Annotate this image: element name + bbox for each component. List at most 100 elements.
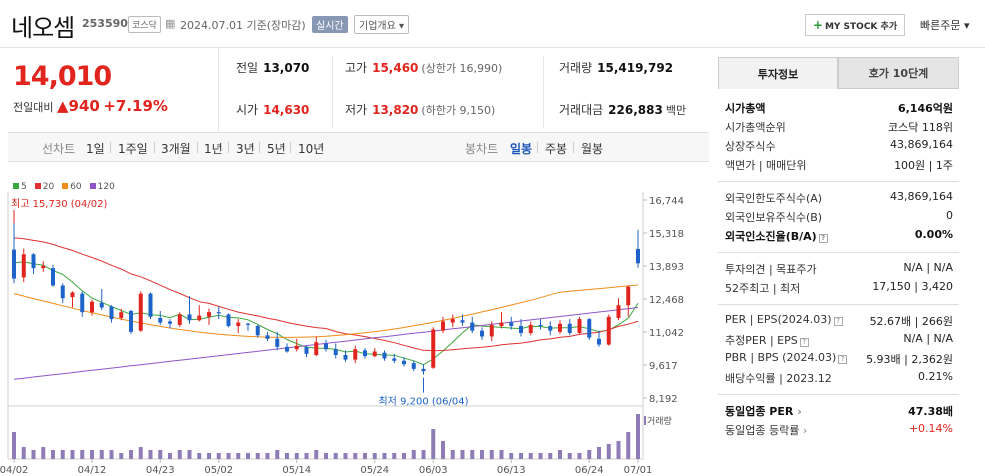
candle-body bbox=[41, 265, 46, 269]
ma-legend: 5 20 60 120 bbox=[13, 182, 115, 192]
candle-monthly[interactable]: 월봉 bbox=[581, 142, 604, 156]
candle-body bbox=[226, 314, 231, 327]
volume-bar bbox=[60, 450, 65, 459]
volume-bar bbox=[372, 453, 377, 459]
x-tick-label: 05/24 bbox=[360, 465, 389, 476]
day-low: 저가 13,820 (하한가 9,150) bbox=[345, 103, 496, 117]
volume-bar bbox=[90, 450, 94, 459]
opinion-row: 투자의견 | 목표주가 N/A | N/A bbox=[725, 261, 953, 276]
candle-body bbox=[314, 342, 319, 355]
diff-value: ▲940 bbox=[56, 97, 100, 115]
volume: 거래량 15,419,792 bbox=[559, 61, 674, 75]
quick-order-button[interactable]: 빠른주문 ▾ bbox=[920, 19, 970, 32]
volume-bar bbox=[226, 453, 231, 459]
candle-body bbox=[70, 292, 75, 298]
company-overview-button[interactable]: 기업개요 ▾ bbox=[354, 15, 409, 34]
market-cap-row: 시가총액 6,146억원 bbox=[725, 102, 953, 115]
candlestick-chart[interactable]: 16,744 15,318 13,893 12,468 11,042 9,617 8,192… bbox=[0, 160, 710, 476]
volume-bar bbox=[21, 447, 26, 459]
y-tick-label: 16,744 bbox=[649, 196, 684, 207]
volume-bar bbox=[99, 450, 104, 459]
tab-hoga-10[interactable]: 호가 10단계 bbox=[838, 57, 959, 89]
market-badge: 코스닥 bbox=[128, 16, 161, 33]
candle-body bbox=[324, 343, 328, 350]
volume-bar bbox=[138, 447, 143, 459]
help-icon[interactable]: ? bbox=[838, 355, 848, 364]
dividend-row: 배당수익률 | 2023.12 0.21% bbox=[725, 370, 953, 385]
par-value-row: 액면가 | 매매단위 100원 | 1주 bbox=[725, 159, 953, 172]
volume-bar bbox=[236, 453, 241, 459]
volume-bar bbox=[80, 450, 85, 459]
candle-body bbox=[246, 323, 250, 325]
volume-bar bbox=[587, 450, 592, 459]
volume-bar bbox=[70, 450, 75, 459]
candle-body bbox=[207, 312, 211, 317]
y-tick-label: 12,468 bbox=[649, 295, 684, 306]
candle-body bbox=[382, 352, 387, 359]
volume-bar bbox=[353, 453, 358, 459]
volume-bar bbox=[441, 441, 445, 459]
candle-body bbox=[60, 285, 65, 299]
ma60-legend: 60 bbox=[62, 182, 82, 192]
industry-per-row: 동일업종 PER › 47.38배 bbox=[725, 405, 953, 418]
price-change: 전일대비 ▲940 +7.19% bbox=[13, 97, 168, 115]
candle-body bbox=[597, 338, 601, 345]
candle-body bbox=[450, 319, 455, 323]
info-tabs: 투자정보 호가 10단계 bbox=[718, 57, 959, 89]
current-price: 14,010 bbox=[13, 61, 112, 92]
volume-bar bbox=[294, 453, 299, 459]
chart-period-bar: 선차트 1일 1주일 3개월 1년 3년 5년 10년 봉차트 일봉 주봉 월봉 bbox=[8, 132, 709, 162]
volume-bar bbox=[324, 453, 328, 459]
market-cap-rank-row: 시가총액순위 코스닥 118위 bbox=[725, 121, 953, 134]
volume-bar bbox=[606, 444, 611, 459]
help-icon[interactable]: ? bbox=[799, 338, 809, 347]
candle-body bbox=[285, 346, 289, 352]
volume-bar bbox=[265, 453, 270, 459]
volume-bar bbox=[421, 450, 426, 459]
per-row: PER | EPS(2024.03)? 52.67배 | 266원 bbox=[725, 313, 953, 328]
foreign-ratio-row: 외국인소진율(B/A)? 0.00% bbox=[725, 228, 953, 243]
candle-body bbox=[421, 368, 426, 372]
volume-bar bbox=[275, 450, 280, 459]
period-1d[interactable]: 1일 bbox=[86, 142, 105, 156]
period-1y[interactable]: 1년 bbox=[204, 142, 223, 156]
help-icon[interactable]: ? bbox=[833, 317, 843, 326]
volume-bar bbox=[499, 450, 504, 459]
x-tick-label: 06/24 bbox=[575, 465, 604, 476]
tab-investment-info[interactable]: 투자정보 bbox=[718, 57, 838, 89]
foreign-hold-row: 외국인보유주식수(B) 0 bbox=[725, 209, 953, 224]
period-3m[interactable]: 3개월 bbox=[161, 142, 191, 156]
volume-bar bbox=[333, 453, 338, 459]
candle-weekly[interactable]: 주봉 bbox=[545, 142, 568, 156]
candle-body bbox=[21, 254, 26, 278]
mystock-add-button[interactable]: + MY STOCK 추가 bbox=[805, 14, 905, 36]
x-tick-label: 05/14 bbox=[282, 465, 311, 476]
period-1w[interactable]: 1주일 bbox=[118, 142, 148, 156]
period-10y[interactable]: 10년 bbox=[298, 142, 325, 156]
candle-body bbox=[177, 314, 182, 325]
y-tick-label: 11,042 bbox=[649, 328, 684, 339]
candle-body bbox=[333, 349, 338, 355]
mystock-label: MY STOCK 추가 bbox=[824, 21, 898, 32]
realtime-button[interactable]: 실시간 bbox=[312, 16, 348, 33]
candle-body bbox=[119, 312, 124, 318]
period-5y[interactable]: 5년 bbox=[267, 142, 286, 156]
candle-body bbox=[587, 319, 592, 338]
volume-bar bbox=[246, 453, 250, 459]
stock-header: 네오셈 253590 코스닥 ▦ 2024.07.01 기준(장마감) 실시간 … bbox=[0, 0, 985, 48]
candle-body bbox=[343, 354, 348, 360]
volume-bar bbox=[304, 453, 309, 459]
candle-body bbox=[489, 324, 494, 337]
candle-body bbox=[197, 315, 202, 321]
volume-bar bbox=[548, 453, 553, 459]
x-tick-label: 06/13 bbox=[497, 465, 526, 476]
period-3y[interactable]: 3년 bbox=[236, 142, 255, 156]
candle-daily[interactable]: 일봉 bbox=[510, 142, 533, 156]
candle-body bbox=[294, 345, 299, 350]
low-annotation: 최저 9,200 (06/04) bbox=[378, 396, 468, 408]
candle-body bbox=[31, 254, 36, 269]
help-icon[interactable]: ? bbox=[818, 234, 828, 243]
volume-legend-swatch bbox=[644, 416, 646, 425]
candle-body bbox=[304, 346, 309, 354]
candle-body bbox=[460, 320, 465, 323]
